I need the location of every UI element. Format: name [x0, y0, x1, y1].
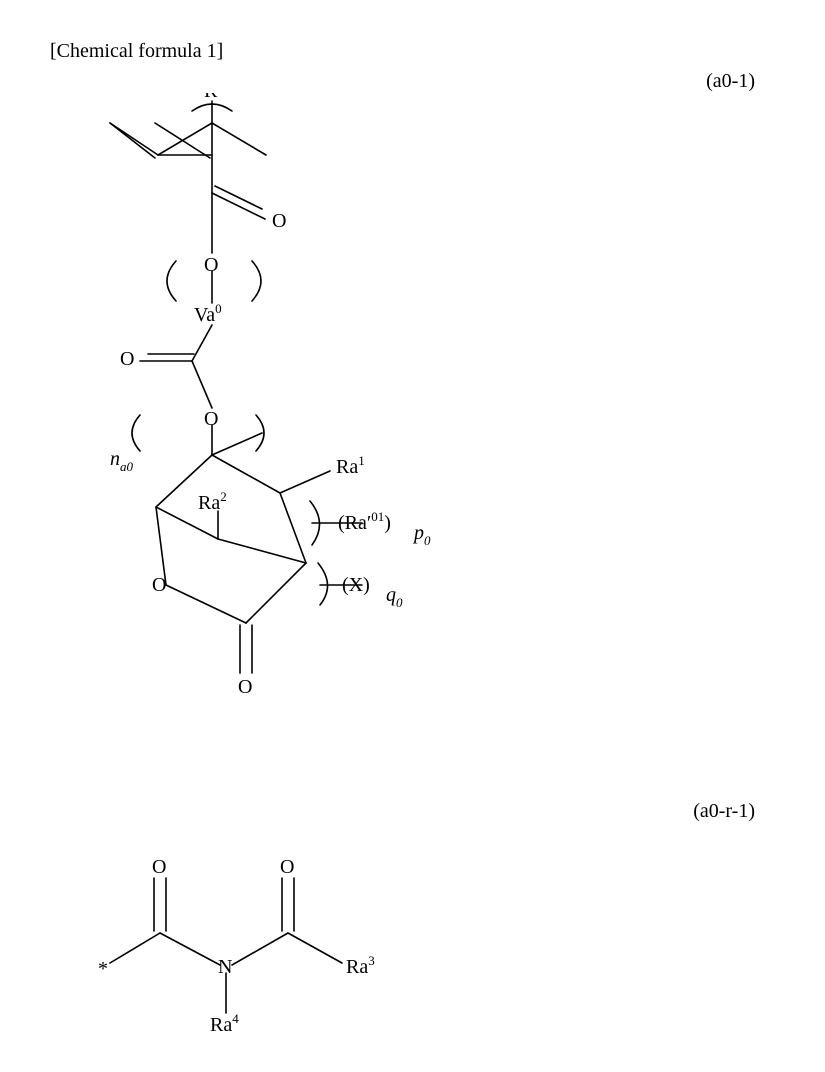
label-O-left: O: [152, 856, 166, 878]
label-Ra01-group: (Ra′01): [338, 509, 391, 534]
chemical-structure-1: R O O Va0 O O na0 Ra1 Ra2 (Ra′01) p0 (X)…: [80, 93, 775, 783]
label-n-a0: na0: [110, 448, 134, 474]
label-q0: q0: [386, 584, 403, 610]
chemical-structure-2: O O * N Ra3 Ra4: [80, 823, 775, 1033]
label-O-carbonyl-mid: O: [120, 348, 134, 370]
label-N: N: [218, 956, 232, 978]
label-O-ester-mid: O: [204, 408, 218, 430]
label-R: R: [204, 93, 218, 102]
label-star: *: [98, 958, 108, 980]
figure-heading: [Chemical formula 1]: [50, 40, 775, 63]
label-O-ketone: O: [238, 676, 252, 698]
label-Va0: Va0: [194, 301, 222, 326]
label-X-group: (X): [342, 574, 370, 596]
label-O-carbonyl-top: O: [272, 210, 286, 232]
label-Ra2: Ra2: [198, 489, 227, 514]
formula-label-2: (a0-r-1): [693, 800, 755, 823]
label-O-lactone: O: [152, 574, 166, 596]
label-O-right: O: [280, 856, 294, 878]
label-O-ester-top: O: [204, 254, 218, 276]
label-Ra4: Ra4: [210, 1011, 239, 1033]
label-Ra1: Ra1: [336, 453, 365, 478]
label-p0: p0: [412, 522, 431, 548]
formula-label-1: (a0-1): [706, 70, 755, 93]
label-Ra3: Ra3: [346, 953, 375, 978]
